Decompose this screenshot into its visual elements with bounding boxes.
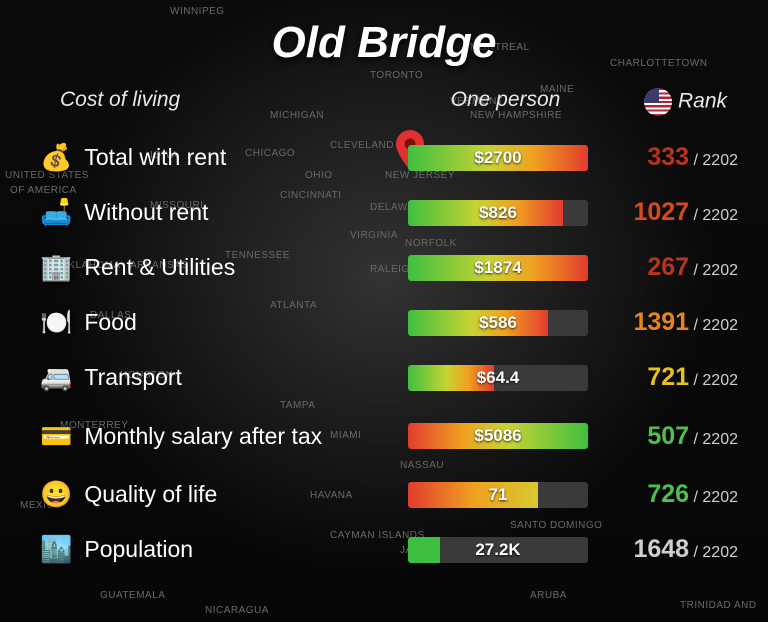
row-rank: 333 / 2202: [603, 143, 768, 172]
row-value: 71: [408, 482, 588, 508]
row-label-text: Total with rent: [84, 144, 226, 171]
row-label-text: Transport: [84, 364, 182, 391]
row-icon: 💰: [40, 142, 72, 173]
us-flag-icon: [644, 88, 672, 116]
row-label-text: Food: [84, 309, 136, 336]
row-label: 😀 Quality of life: [0, 479, 408, 510]
data-row: 🛋️ Without rent $826 1027 / 2202: [0, 185, 768, 240]
row-label: 🍽️ Food: [0, 307, 408, 338]
data-row: 💳 Monthly salary after tax $5086 507 / 2202: [0, 405, 768, 467]
header-bar: One person: [408, 88, 603, 116]
row-rank: 507 / 2202: [603, 422, 768, 451]
row-label-text: Rent & Utilities: [84, 254, 235, 281]
row-rank: 1027 / 2202: [603, 198, 768, 227]
row-label: 🏙️ Population: [0, 534, 408, 565]
header-label: Cost of living: [0, 88, 408, 116]
row-label: 🚐 Transport: [0, 362, 408, 393]
row-icon: 💳: [40, 421, 72, 452]
column-headers: Cost of living One person Rank: [0, 88, 768, 116]
row-bar: $1874: [408, 255, 603, 281]
row-bar: $826: [408, 200, 603, 226]
row-label-text: Population: [84, 536, 193, 563]
row-rank: 1391 / 2202: [603, 308, 768, 337]
row-value: $586: [408, 310, 588, 336]
row-bar: $5086: [408, 423, 603, 449]
row-label: 🛋️ Without rent: [0, 197, 408, 228]
row-value: $1874: [408, 255, 588, 281]
row-icon: 🛋️: [40, 197, 72, 228]
data-row: 🏢 Rent & Utilities $1874 267 / 2202: [0, 240, 768, 295]
row-label: 🏢 Rent & Utilities: [0, 252, 408, 283]
row-rank: 726 / 2202: [603, 480, 768, 509]
row-rank: 1648 / 2202: [603, 535, 768, 564]
row-rank: 721 / 2202: [603, 363, 768, 392]
row-value: $826: [408, 200, 588, 226]
row-icon: 🍽️: [40, 307, 72, 338]
data-row: 😀 Quality of life 71 726 / 2202: [0, 467, 768, 522]
data-row: 🚐 Transport $64.4 721 / 2202: [0, 350, 768, 405]
row-label: 💳 Monthly salary after tax: [0, 421, 408, 452]
data-row: 💰 Total with rent $2700 333 / 2202: [0, 130, 768, 185]
row-bar: $64.4: [408, 365, 603, 391]
row-label: 💰 Total with rent: [0, 142, 408, 173]
row-bar: $2700: [408, 145, 603, 171]
data-row: 🏙️ Population 27.2K 1648 / 2202: [0, 522, 768, 577]
row-bar: $586: [408, 310, 603, 336]
row-bar: 71: [408, 482, 603, 508]
row-icon: 🏙️: [40, 534, 72, 565]
row-label-text: Monthly salary after tax: [84, 423, 322, 450]
data-rows: 💰 Total with rent $2700 333 / 2202 🛋️ Without…: [0, 130, 768, 577]
row-value: $64.4: [408, 365, 588, 391]
row-label-text: Without rent: [84, 199, 208, 226]
page-title: Old Bridge: [0, 18, 768, 68]
row-icon: 🏢: [40, 252, 72, 283]
row-value: $2700: [408, 145, 588, 171]
data-row: 🍽️ Food $586 1391 / 2202: [0, 295, 768, 350]
row-value: $5086: [408, 423, 588, 449]
row-icon: 🚐: [40, 362, 72, 393]
header-rank: Rank: [603, 88, 768, 116]
row-label-text: Quality of life: [84, 481, 217, 508]
row-rank: 267 / 2202: [603, 253, 768, 282]
row-icon: 😀: [40, 479, 72, 510]
row-bar: 27.2K: [408, 537, 603, 563]
row-value: 27.2K: [408, 537, 588, 563]
